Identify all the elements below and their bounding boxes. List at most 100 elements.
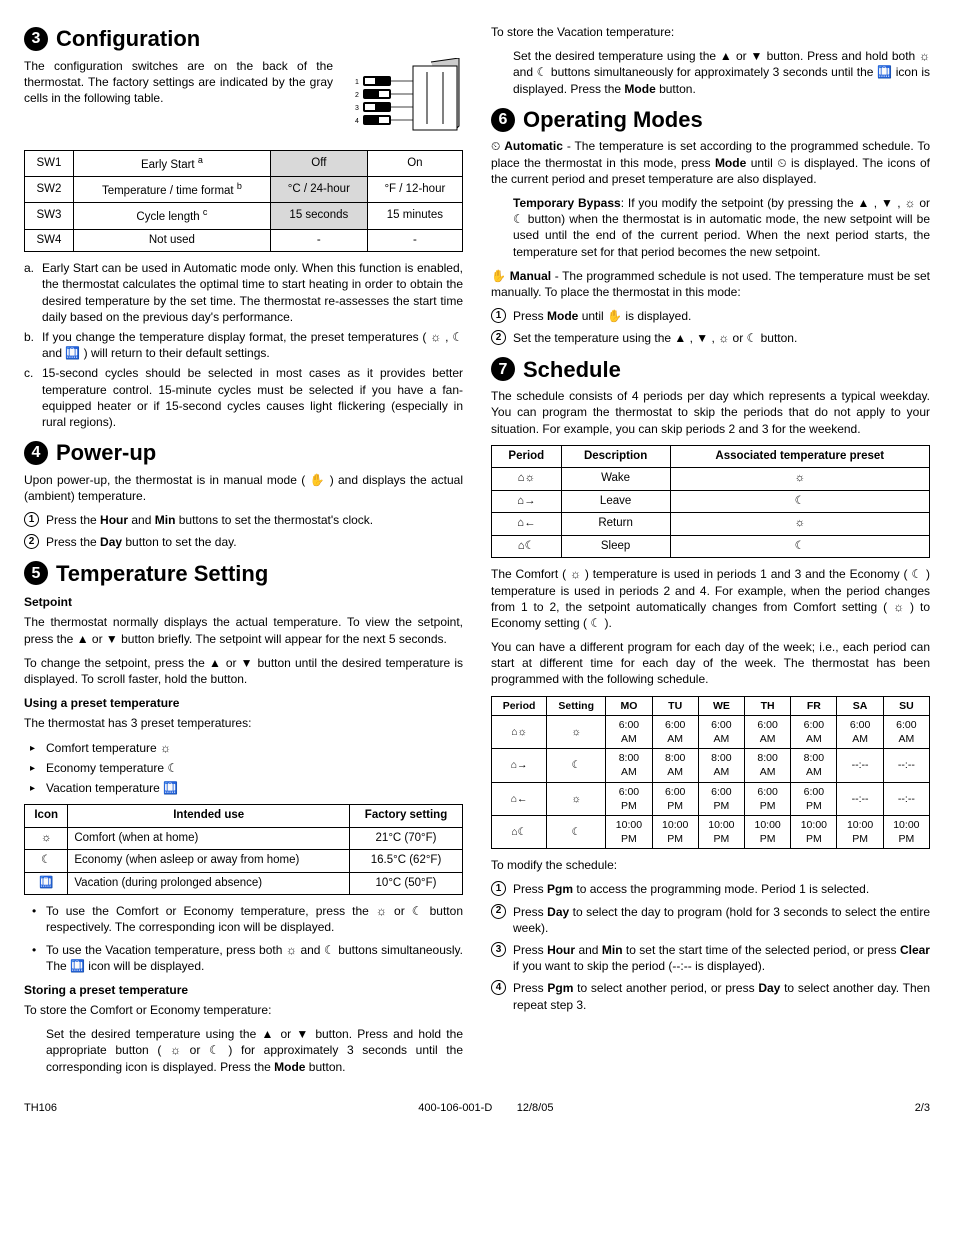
step-item: 1Press Pgm to access the programming mod… bbox=[513, 881, 930, 897]
sec5-p1: The thermostat normally displays the act… bbox=[24, 614, 463, 646]
step-number: 1 bbox=[491, 308, 506, 323]
footnote-tag: a. bbox=[24, 260, 34, 276]
sched-time: 6:00AM bbox=[745, 715, 791, 748]
cfg-sw: SW2 bbox=[25, 177, 74, 203]
clock-icon: ⏲ bbox=[491, 139, 500, 153]
col-header: MO bbox=[606, 696, 652, 715]
dip-switch-diagram: 12 34 bbox=[343, 58, 463, 138]
svg-text:1: 1 bbox=[355, 79, 359, 86]
section-number-3: 3 bbox=[24, 27, 48, 51]
col-header: Period bbox=[492, 696, 547, 715]
step-item: 2Press the Day button to set the day. bbox=[46, 534, 463, 550]
section-4-heading: 4 Power-up bbox=[24, 438, 463, 468]
col-header: SA bbox=[837, 696, 883, 715]
sched-period-icon: ⌂← bbox=[492, 782, 547, 815]
section-number-5: 5 bbox=[24, 561, 48, 585]
footnote-tag: c. bbox=[24, 365, 33, 381]
storing-subhead: Storing a preset temperature bbox=[24, 982, 463, 998]
sched-time: 10:00PM bbox=[745, 815, 791, 848]
sched-time: 8:00AM bbox=[698, 749, 744, 782]
sched-time: 6:00PM bbox=[606, 782, 652, 815]
preset-factory: 16.5°C (62°F) bbox=[350, 850, 463, 873]
sched-time: 10:00PM bbox=[837, 815, 883, 848]
period-icon: ⌂← bbox=[492, 513, 562, 536]
cfg-off: °C / 24-hour bbox=[270, 177, 367, 203]
sched-time: 6:00PM bbox=[698, 782, 744, 815]
config-footnotes: a.Early Start can be used in Automatic m… bbox=[24, 260, 463, 430]
cfg-on: On bbox=[367, 150, 462, 176]
cfg-sw: SW1 bbox=[25, 150, 74, 176]
auto-mode-text: ⏲ Automatic - The temperature is set acc… bbox=[491, 138, 930, 187]
schedule-table: PeriodSettingMOTUWETHFRSASU ⌂☼ ☼6:00AM6:… bbox=[491, 696, 930, 850]
svg-text:2: 2 bbox=[355, 92, 359, 99]
sched-time: 6:00PM bbox=[745, 782, 791, 815]
col-header: WE bbox=[698, 696, 744, 715]
store-comfort-economy: Set the desired temperature using the ▲ … bbox=[46, 1026, 463, 1075]
preset-use: Comfort (when at home) bbox=[68, 827, 350, 850]
usage-note: To use the Comfort or Economy temperatur… bbox=[46, 903, 463, 935]
cfg-on: - bbox=[367, 229, 462, 252]
sched-setting-icon: ☼ bbox=[547, 715, 606, 748]
section-7-title: Schedule bbox=[523, 355, 621, 385]
sec5-p2: To change the setpoint, press the ▲ or ▼… bbox=[24, 655, 463, 687]
section-number-6: 6 bbox=[491, 108, 515, 132]
section-6-title: Operating Modes bbox=[523, 105, 703, 135]
temporary-bypass-box: Temporary Bypass: If you modify the setp… bbox=[513, 195, 930, 260]
section-5-heading: 5 Temperature Setting bbox=[24, 559, 463, 589]
footer-model: TH106 bbox=[24, 1101, 57, 1116]
auto-label: Automatic bbox=[504, 139, 563, 153]
cfg-off: Off bbox=[270, 150, 367, 176]
step-number: 2 bbox=[24, 534, 39, 549]
preset-use: Economy (when asleep or away from home) bbox=[68, 850, 350, 873]
sched-time: 10:00PM bbox=[791, 815, 837, 848]
footnote-tag: b. bbox=[24, 329, 34, 345]
preset-list: Comfort temperature ☼Economy temperature… bbox=[24, 740, 463, 797]
period-preset: ☼ bbox=[670, 468, 929, 491]
footer-date: 12/8/05 bbox=[517, 1102, 554, 1114]
section-4-title: Power-up bbox=[56, 438, 156, 468]
col-header: Setting bbox=[547, 696, 606, 715]
sched-time: --:-- bbox=[883, 749, 929, 782]
section-5-title: Temperature Setting bbox=[56, 559, 268, 589]
sched-time: 10:00PM bbox=[652, 815, 698, 848]
period-table: PeriodDescriptionAssociated temperature … bbox=[491, 445, 930, 559]
period-preset: ☾ bbox=[670, 490, 929, 513]
sched-period-icon: ⌂☼ bbox=[492, 715, 547, 748]
page-footer: TH106 400-106-001-D 12/8/05 2/3 bbox=[24, 1101, 930, 1116]
col-header: Associated temperature preset bbox=[670, 445, 929, 468]
sec7-intro: The schedule consists of 4 periods per d… bbox=[491, 388, 930, 437]
footer-page: 2/3 bbox=[915, 1101, 930, 1116]
powerup-steps: 1Press the Hour and Min buttons to set t… bbox=[24, 512, 463, 550]
sec4-intro: Upon power-up, the thermostat is in manu… bbox=[24, 472, 463, 504]
sec5-p3: The thermostat has 3 preset temperatures… bbox=[24, 715, 463, 731]
cfg-on: °F / 12-hour bbox=[367, 177, 462, 203]
preset-table: IconIntended useFactory setting ☼ Comfor… bbox=[24, 804, 463, 895]
cfg-off: - bbox=[270, 229, 367, 252]
footnote: c.15-second cycles should be selected in… bbox=[42, 365, 463, 430]
col-header: Intended use bbox=[68, 805, 350, 828]
cfg-desc: Not used bbox=[73, 229, 270, 252]
sched-time: 6:00AM bbox=[652, 715, 698, 748]
step-number: 1 bbox=[24, 512, 39, 527]
sched-time: 6:00AM bbox=[791, 715, 837, 748]
manual-mode-text: ✋ Manual - The programmed schedule is no… bbox=[491, 268, 930, 300]
col-header: FR bbox=[791, 696, 837, 715]
sched-time: 6:00AM bbox=[606, 715, 652, 748]
preset-item: Economy temperature ☾ bbox=[46, 760, 463, 776]
sched-time: 6:00AM bbox=[883, 715, 929, 748]
preset-use: Vacation (during prolonged absence) bbox=[68, 872, 350, 895]
col-header: Period bbox=[492, 445, 562, 468]
sched-time: --:-- bbox=[837, 782, 883, 815]
step-item: 1Press the Hour and Min buttons to set t… bbox=[46, 512, 463, 528]
sched-time: 6:00PM bbox=[652, 782, 698, 815]
sec7-p2: The Comfort ( ☼ ) temperature is used in… bbox=[491, 566, 930, 631]
store-vacation: Set the desired temperature using the ▲ … bbox=[513, 48, 930, 97]
sched-time: 10:00PM bbox=[883, 815, 929, 848]
preset-factory: 21°C (70°F) bbox=[350, 827, 463, 850]
sched-time: --:-- bbox=[883, 782, 929, 815]
sched-time: --:-- bbox=[837, 749, 883, 782]
step-item: 3Press Hour and Min to set the start tim… bbox=[513, 942, 930, 974]
manual-label: Manual bbox=[510, 269, 551, 283]
preset-usage-notes: To use the Comfort or Economy temperatur… bbox=[24, 903, 463, 974]
svg-text:4: 4 bbox=[355, 118, 359, 125]
